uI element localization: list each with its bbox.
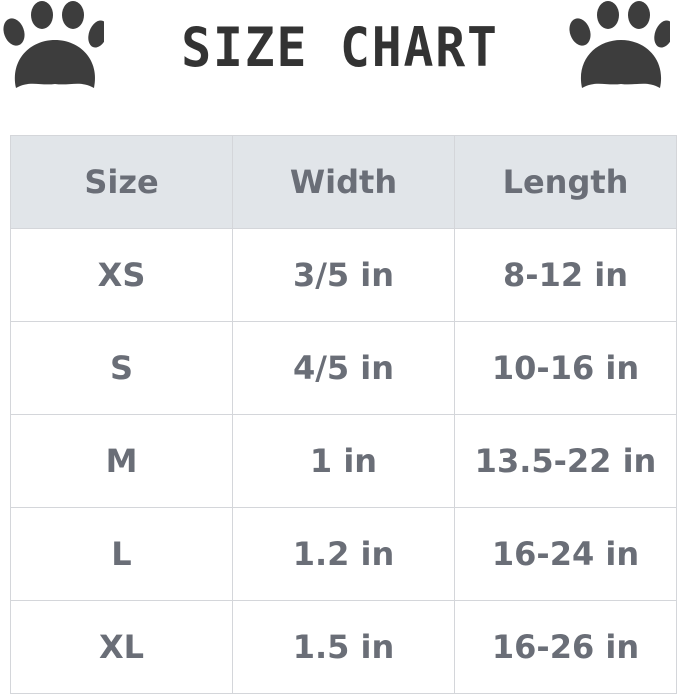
- table-row: XS 3/5 in 8-12 in: [10, 228, 677, 322]
- cell-size: L: [10, 507, 233, 601]
- table-row: L 1.2 in 16-24 in: [10, 507, 677, 601]
- cell-width: 1 in: [232, 414, 455, 508]
- paw-print-icon: [569, 1, 670, 88]
- table-row: M 1 in 13.5-22 in: [10, 414, 677, 508]
- table-header-row: Size Width Length: [10, 135, 677, 229]
- cell-width: 1.2 in: [232, 507, 455, 601]
- cell-size: S: [10, 321, 233, 415]
- page-title: SIZE CHART: [181, 16, 499, 79]
- header-width: Width: [232, 135, 455, 229]
- cell-size: M: [10, 414, 233, 508]
- table-row: XL 1.5 in 16-26 in: [10, 600, 677, 694]
- cell-width: 3/5 in: [232, 228, 455, 322]
- cell-length: 8-12 in: [454, 228, 677, 322]
- cell-length: 10-16 in: [454, 321, 677, 415]
- cell-length: 16-24 in: [454, 507, 677, 601]
- paw-print-icon: [3, 1, 104, 88]
- cell-length: 16-26 in: [454, 600, 677, 694]
- table-row: S 4/5 in 10-16 in: [10, 321, 677, 415]
- cell-size: XL: [10, 600, 233, 694]
- cell-size: XS: [10, 228, 233, 322]
- cell-length: 13.5-22 in: [454, 414, 677, 508]
- header-size: Size: [10, 135, 233, 229]
- cell-width: 4/5 in: [232, 321, 455, 415]
- size-table: Size Width Length XS 3/5 in 8-12 in S 4/…: [10, 135, 677, 694]
- cell-width: 1.5 in: [232, 600, 455, 694]
- header-length: Length: [454, 135, 677, 229]
